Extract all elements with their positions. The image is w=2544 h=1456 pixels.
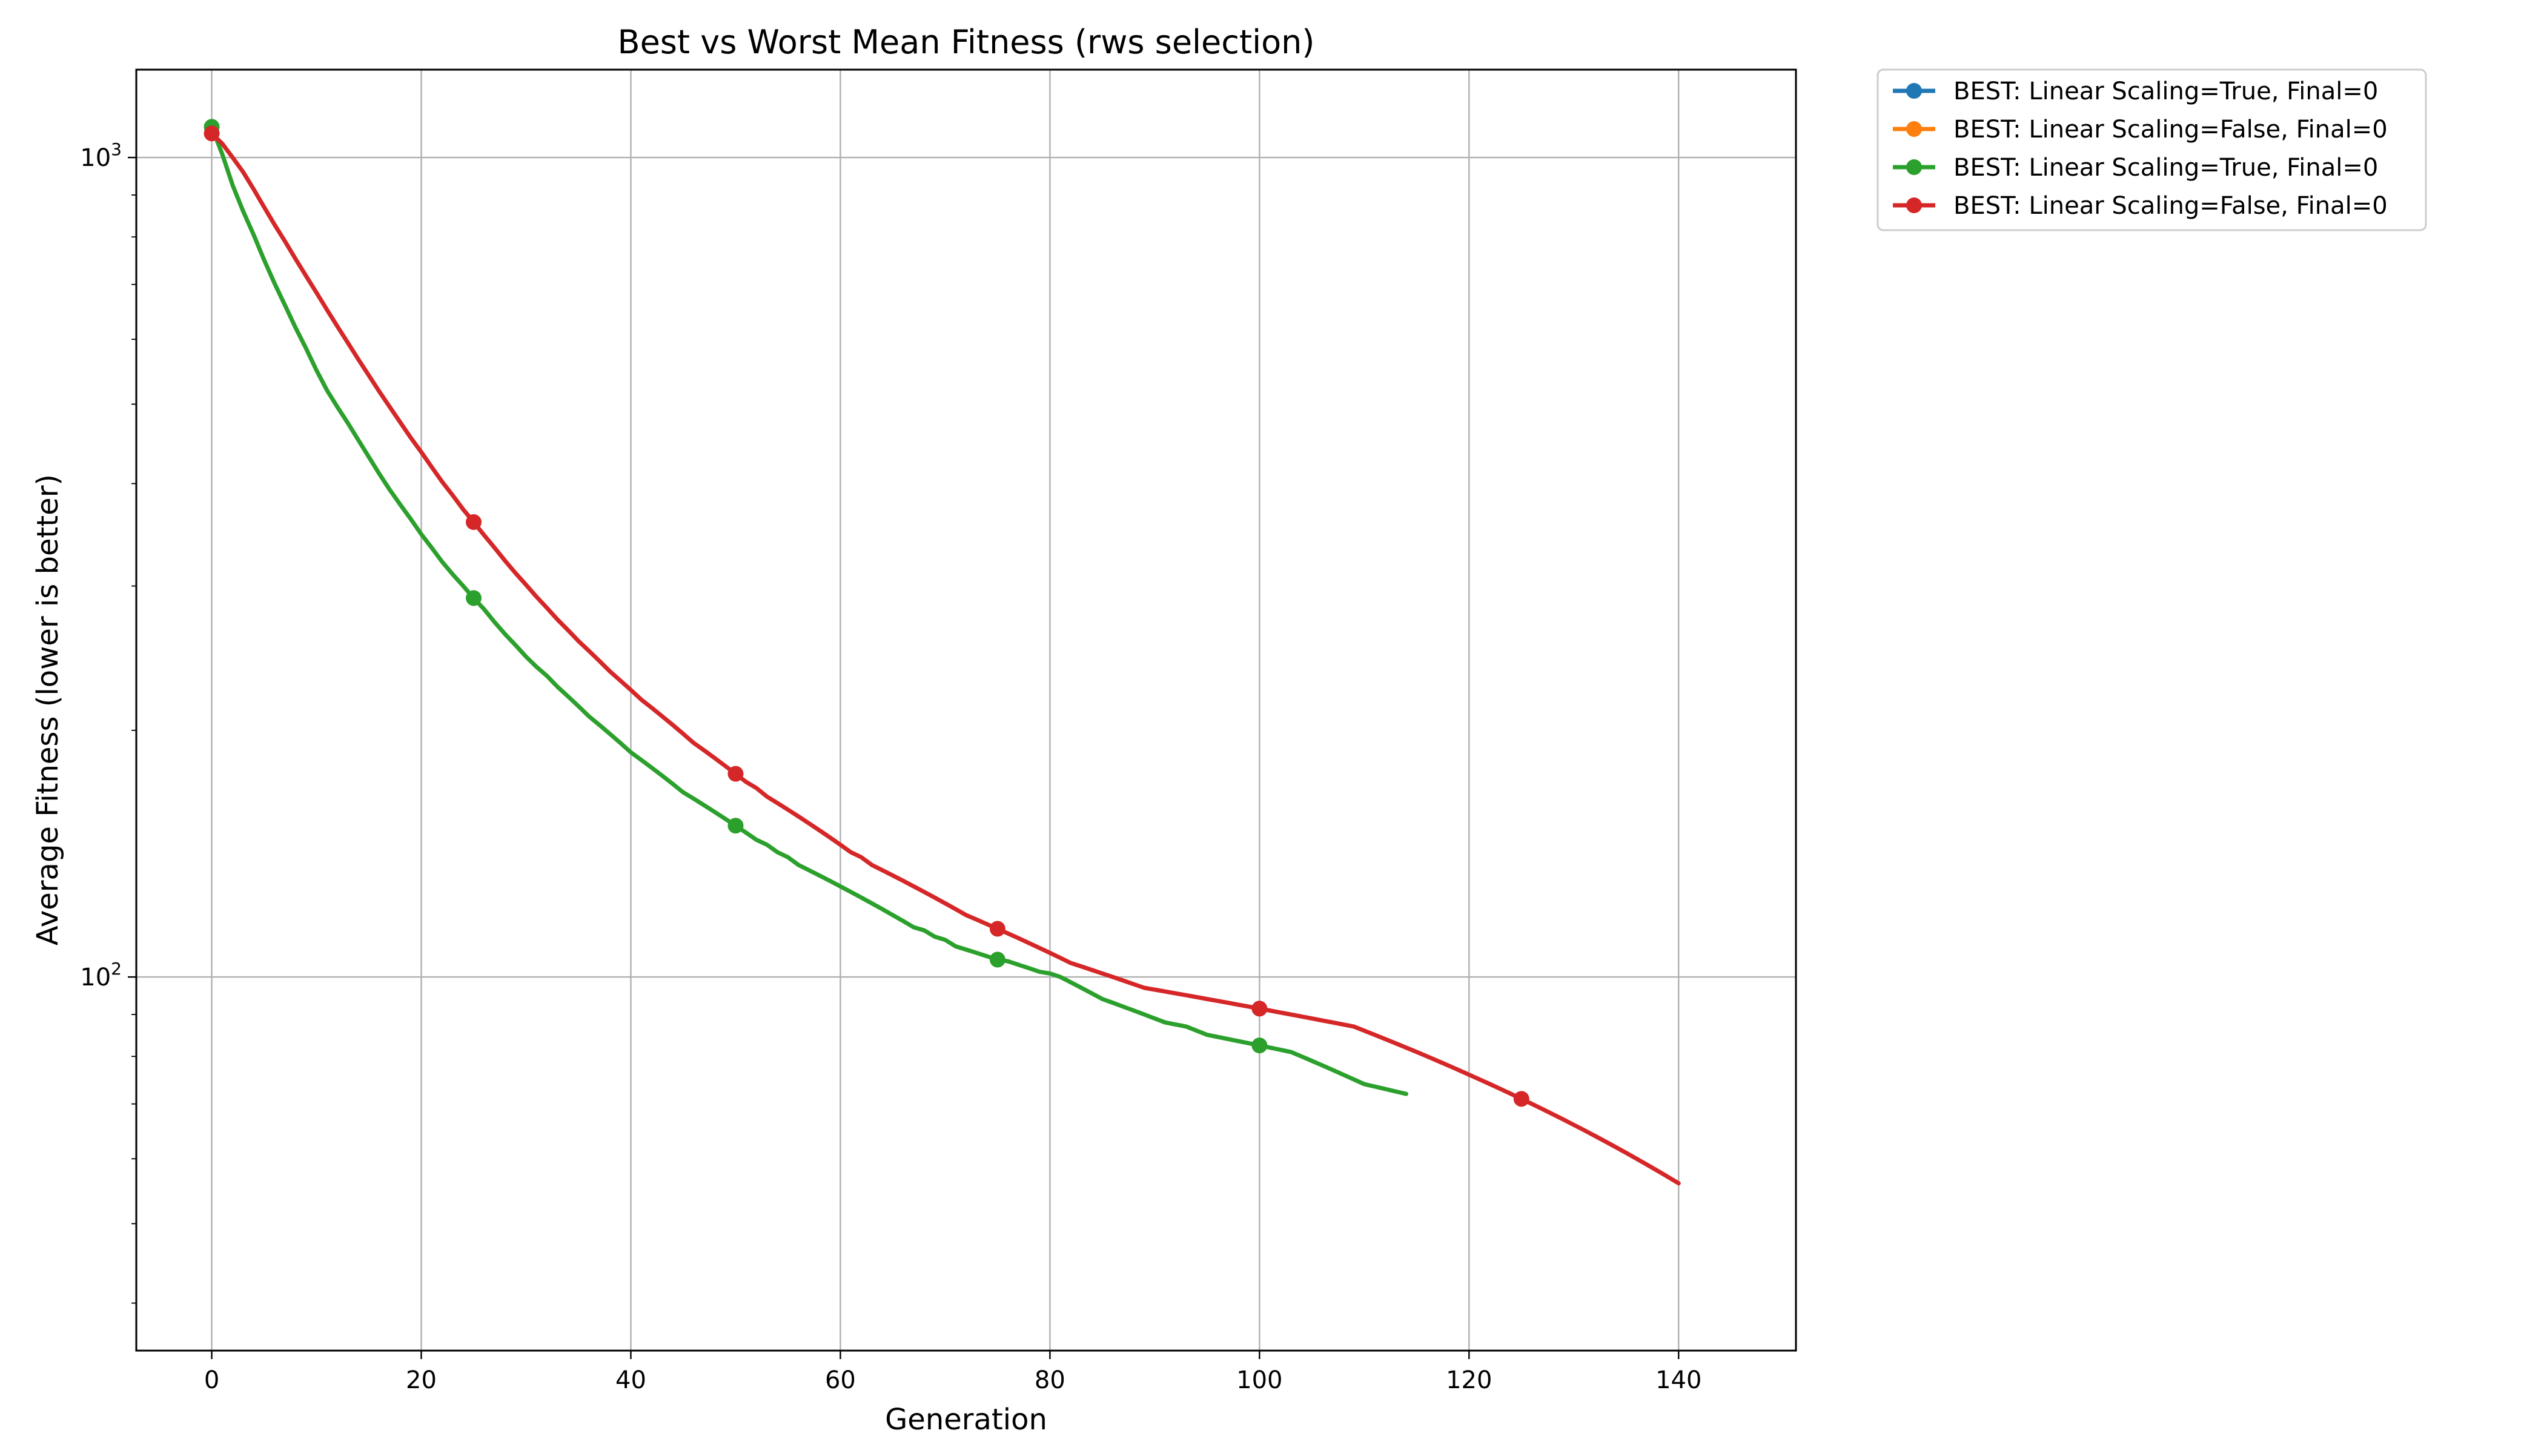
- legend-label: BEST: Linear Scaling=True, Final=0: [1953, 78, 2378, 105]
- legend-marker: [1906, 159, 1922, 175]
- x-tick-label: 120: [1446, 1366, 1492, 1394]
- y-tick-base: 10: [80, 144, 111, 172]
- series-3-point: [989, 951, 1005, 968]
- series-3-point: [465, 590, 482, 606]
- x-tick-label: 0: [204, 1366, 219, 1394]
- series-4-point: [727, 766, 744, 782]
- series-layer: [204, 119, 1681, 1186]
- legend-item: BEST: Linear Scaling=True, Final=0: [1893, 154, 2378, 182]
- y-tick-label: 102: [80, 959, 122, 991]
- legend-item: BEST: Linear Scaling=False, Final=0: [1893, 192, 2388, 220]
- legend-label: BEST: Linear Scaling=True, Final=0: [1953, 154, 2378, 182]
- x-tick-label: 60: [825, 1366, 856, 1394]
- plot-area-frame: [135, 68, 1797, 1352]
- legend-label: BEST: Linear Scaling=False, Final=0: [1953, 192, 2388, 220]
- legend-label: BEST: Linear Scaling=False, Final=0: [1953, 116, 2388, 144]
- series-line-3: [210, 124, 1408, 1096]
- series-4-point: [204, 125, 220, 142]
- x-tick-label: 140: [1655, 1366, 1701, 1394]
- x-tick-label: 40: [615, 1366, 646, 1394]
- legend: BEST: Linear Scaling=True, Final=0 BEST: …: [1877, 68, 2427, 231]
- chart-title: Best vs Worst Mean Fitness (rws selectio…: [618, 23, 1315, 61]
- y-tick-base: 10: [80, 964, 111, 991]
- series-line-4: [210, 131, 1681, 1186]
- grid: [136, 70, 1796, 1351]
- y-axis-label: Average Fitness (lower is better): [31, 474, 65, 945]
- legend-frame: [1877, 68, 2427, 231]
- y-tick-exponent: 2: [111, 959, 122, 979]
- x-tick-label: 20: [406, 1366, 437, 1394]
- x-tick-label: 100: [1236, 1366, 1282, 1394]
- legend-marker: [1906, 83, 1922, 99]
- legend-item: BEST: Linear Scaling=False, Final=0: [1893, 116, 2388, 144]
- y-tick-label: 103: [80, 139, 122, 172]
- legend-marker: [1906, 121, 1922, 137]
- x-tick-label: 80: [1035, 1366, 1065, 1394]
- y-tick-exponent: 3: [111, 139, 122, 159]
- series-4-point: [989, 921, 1005, 937]
- series-4-point: [1251, 1001, 1268, 1017]
- series-3-point: [1251, 1037, 1268, 1054]
- series-4-point: [1513, 1091, 1529, 1107]
- x-axis-label: Generation: [885, 1403, 1047, 1437]
- legend-marker: [1906, 197, 1922, 213]
- series-3-point: [727, 818, 744, 834]
- series-4-point: [465, 514, 482, 531]
- legend-item: BEST: Linear Scaling=True, Final=0: [1893, 78, 2378, 105]
